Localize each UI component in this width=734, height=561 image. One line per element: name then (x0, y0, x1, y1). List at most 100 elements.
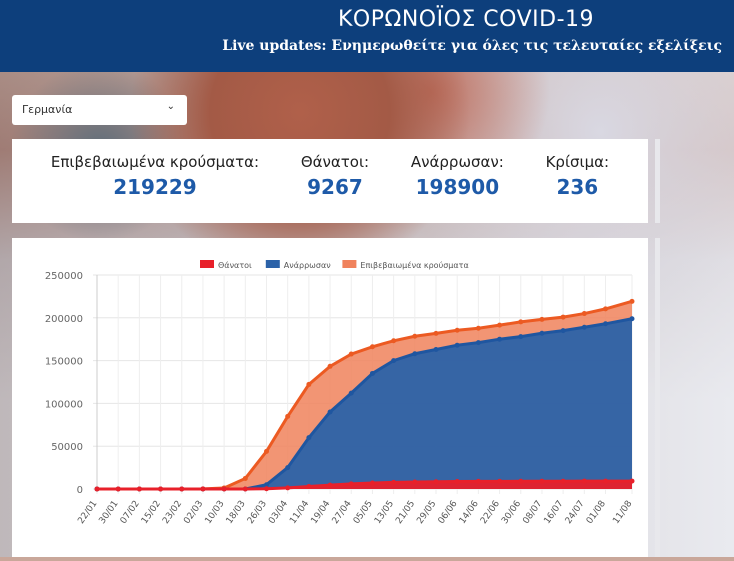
data-point (497, 322, 503, 328)
data-point (369, 344, 375, 350)
x-tick-label: 19/04 (309, 499, 332, 526)
data-point (454, 327, 460, 333)
data-point (629, 478, 635, 484)
legend-label: Θάνατοι (218, 261, 252, 270)
data-point (629, 298, 635, 304)
stat-critical: Κρίσιμα: 236 (546, 153, 610, 223)
data-point (221, 486, 227, 492)
y-tick-label: 200000 (45, 314, 83, 325)
data-point (348, 351, 354, 357)
data-point (412, 333, 418, 339)
data-point (264, 482, 270, 488)
data-point (497, 478, 503, 484)
x-tick-label: 02/03 (182, 499, 205, 526)
country-select[interactable]: Γερμανία ⌄ (12, 95, 187, 125)
y-tick-label: 50000 (51, 442, 83, 453)
x-tick-label: 24/07 (564, 499, 587, 526)
data-point (327, 482, 333, 488)
x-tick-label: 10/03 (204, 499, 227, 526)
legend-label: Επιβεβαιωμένα κρούσματα (360, 260, 468, 270)
x-tick-label: 30/01 (98, 499, 121, 526)
data-point (306, 435, 312, 441)
x-tick-label: 11/04 (288, 499, 311, 526)
country-select-value: Γερμανία (22, 103, 73, 116)
data-point (264, 486, 270, 492)
data-point (433, 346, 439, 352)
data-point (475, 478, 481, 484)
x-tick-label: 06/06 (437, 499, 460, 526)
scrollbar[interactable] (655, 238, 660, 557)
scrollbar[interactable] (655, 139, 660, 223)
y-tick-label: 150000 (45, 357, 83, 368)
page-title: ΚΟΡΩΝΟΪΟΣ COVID-19 (338, 7, 594, 32)
stat-value: 219229 (113, 175, 197, 199)
stat-value: 9267 (307, 175, 363, 199)
x-tick-label: 15/02 (140, 499, 163, 526)
data-point (518, 319, 524, 325)
data-point (412, 479, 418, 485)
legend-swatch (265, 260, 280, 268)
data-point (264, 448, 270, 454)
x-tick-label: 13/05 (373, 499, 396, 526)
data-point (539, 330, 545, 336)
x-tick-label: 27/04 (331, 499, 354, 526)
stat-label: Κρίσιμα: (545, 153, 610, 171)
data-point (242, 475, 248, 481)
x-tick-label: 01/08 (585, 499, 608, 526)
line-deaths (97, 479, 633, 491)
chevron-down-icon: ⌄ (166, 101, 175, 112)
data-point (348, 481, 354, 487)
x-tick-label: 26/03 (246, 499, 269, 526)
x-tick-label: 14/06 (458, 499, 481, 526)
data-point (454, 342, 460, 348)
header: ΚΟΡΩΝΟΪΟΣ COVID-19 Live updates: Ενημερω… (0, 0, 734, 72)
data-point (412, 351, 418, 357)
data-point (179, 486, 185, 492)
stat-label: Επιβεβαιωμένα κρούσματα: (50, 153, 260, 171)
data-point (158, 486, 164, 492)
stat-value: 198900 (415, 175, 500, 199)
data-point (242, 486, 248, 492)
data-point (348, 390, 354, 396)
x-tick-label: 07/02 (119, 499, 142, 526)
y-tick-label: 0 (77, 485, 83, 496)
area-recovered (97, 318, 632, 489)
stats-card: Επιβεβαιωμένα κρούσματα: 219229 Θάνατοι: 9… (12, 139, 648, 223)
legend-swatch (200, 260, 214, 268)
data-point (327, 363, 333, 369)
data-point (581, 478, 587, 484)
x-tick-label: 23/02 (161, 499, 184, 526)
x-tick-label: 22/01 (76, 499, 99, 526)
x-tick-label: 21/05 (394, 499, 417, 526)
data-point (454, 479, 460, 485)
data-point (369, 370, 375, 376)
stat-label: Ανάρρωσαν: (410, 153, 504, 171)
data-point (603, 478, 609, 484)
data-point (560, 314, 566, 320)
x-tick-label: 16/07 (543, 499, 566, 526)
stat-recovered: Ανάρρωσαν: 198900 (411, 153, 504, 223)
x-tick-label: 11/08 (611, 499, 634, 526)
data-point (327, 409, 333, 415)
stat-label: Θάνατοι: (300, 153, 370, 171)
data-point (603, 321, 609, 327)
data-point (581, 311, 587, 317)
data-point (433, 479, 439, 485)
data-point (560, 478, 566, 484)
data-point (391, 338, 397, 344)
data-point (306, 381, 312, 387)
data-point (369, 480, 375, 486)
data-point (539, 478, 545, 484)
data-point (306, 484, 312, 490)
x-tick-label: 22/06 (479, 499, 502, 526)
data-point (475, 325, 481, 331)
data-point (518, 334, 524, 340)
stat-value: 236 (556, 175, 599, 199)
covid-chart: 0 50000 100000 150000 200000 250000 22/0130/01… (45, 260, 635, 526)
data-point (581, 324, 587, 330)
data-point (433, 330, 439, 336)
stat-deaths: Θάνατοι: 9267 (301, 153, 369, 223)
data-point (94, 486, 100, 492)
chart-card: 0 50000 100000 150000 200000 250000 22/01 30/01… (12, 238, 648, 557)
x-tick-label: 05/05 (352, 499, 375, 526)
